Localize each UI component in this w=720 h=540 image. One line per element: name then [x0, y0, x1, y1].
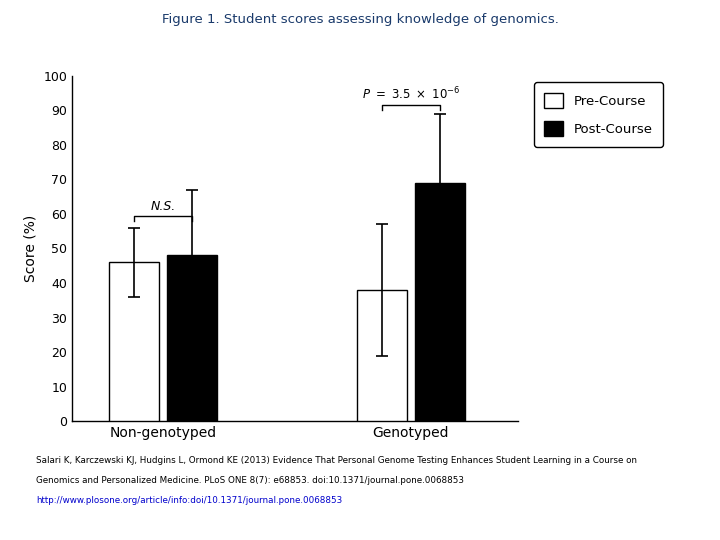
Y-axis label: Score (%): Score (%) — [24, 215, 37, 282]
Text: Genomics and Personalized Medicine. PLoS ONE 8(7): e68853. doi:10.1371/journal.p: Genomics and Personalized Medicine. PLoS… — [36, 476, 464, 485]
Text: N.S.: N.S. — [150, 200, 176, 213]
Text: $\mathit{P}\ =\ 3.5\ \times\ 10^{-6}$: $\mathit{P}\ =\ 3.5\ \times\ 10^{-6}$ — [361, 86, 460, 102]
Bar — [357, 290, 407, 421]
Text: http://www.plosone.org/article/info:doi/10.1371/journal.pone.0068853: http://www.plosone.org/article/info:doi/… — [36, 496, 342, 505]
Text: Salari K, Karczewski KJ, Hudgins L, Ormond KE (2013) Evidence That Personal Geno: Salari K, Karczewski KJ, Hudgins L, Ormo… — [36, 456, 637, 465]
Legend: Pre-Course, Post-Course: Pre-Course, Post-Course — [534, 82, 663, 147]
Bar — [415, 183, 464, 421]
Bar — [167, 255, 217, 421]
Text: Figure 1. Student scores assessing knowledge of genomics.: Figure 1. Student scores assessing knowl… — [161, 14, 559, 26]
Bar — [109, 262, 159, 421]
